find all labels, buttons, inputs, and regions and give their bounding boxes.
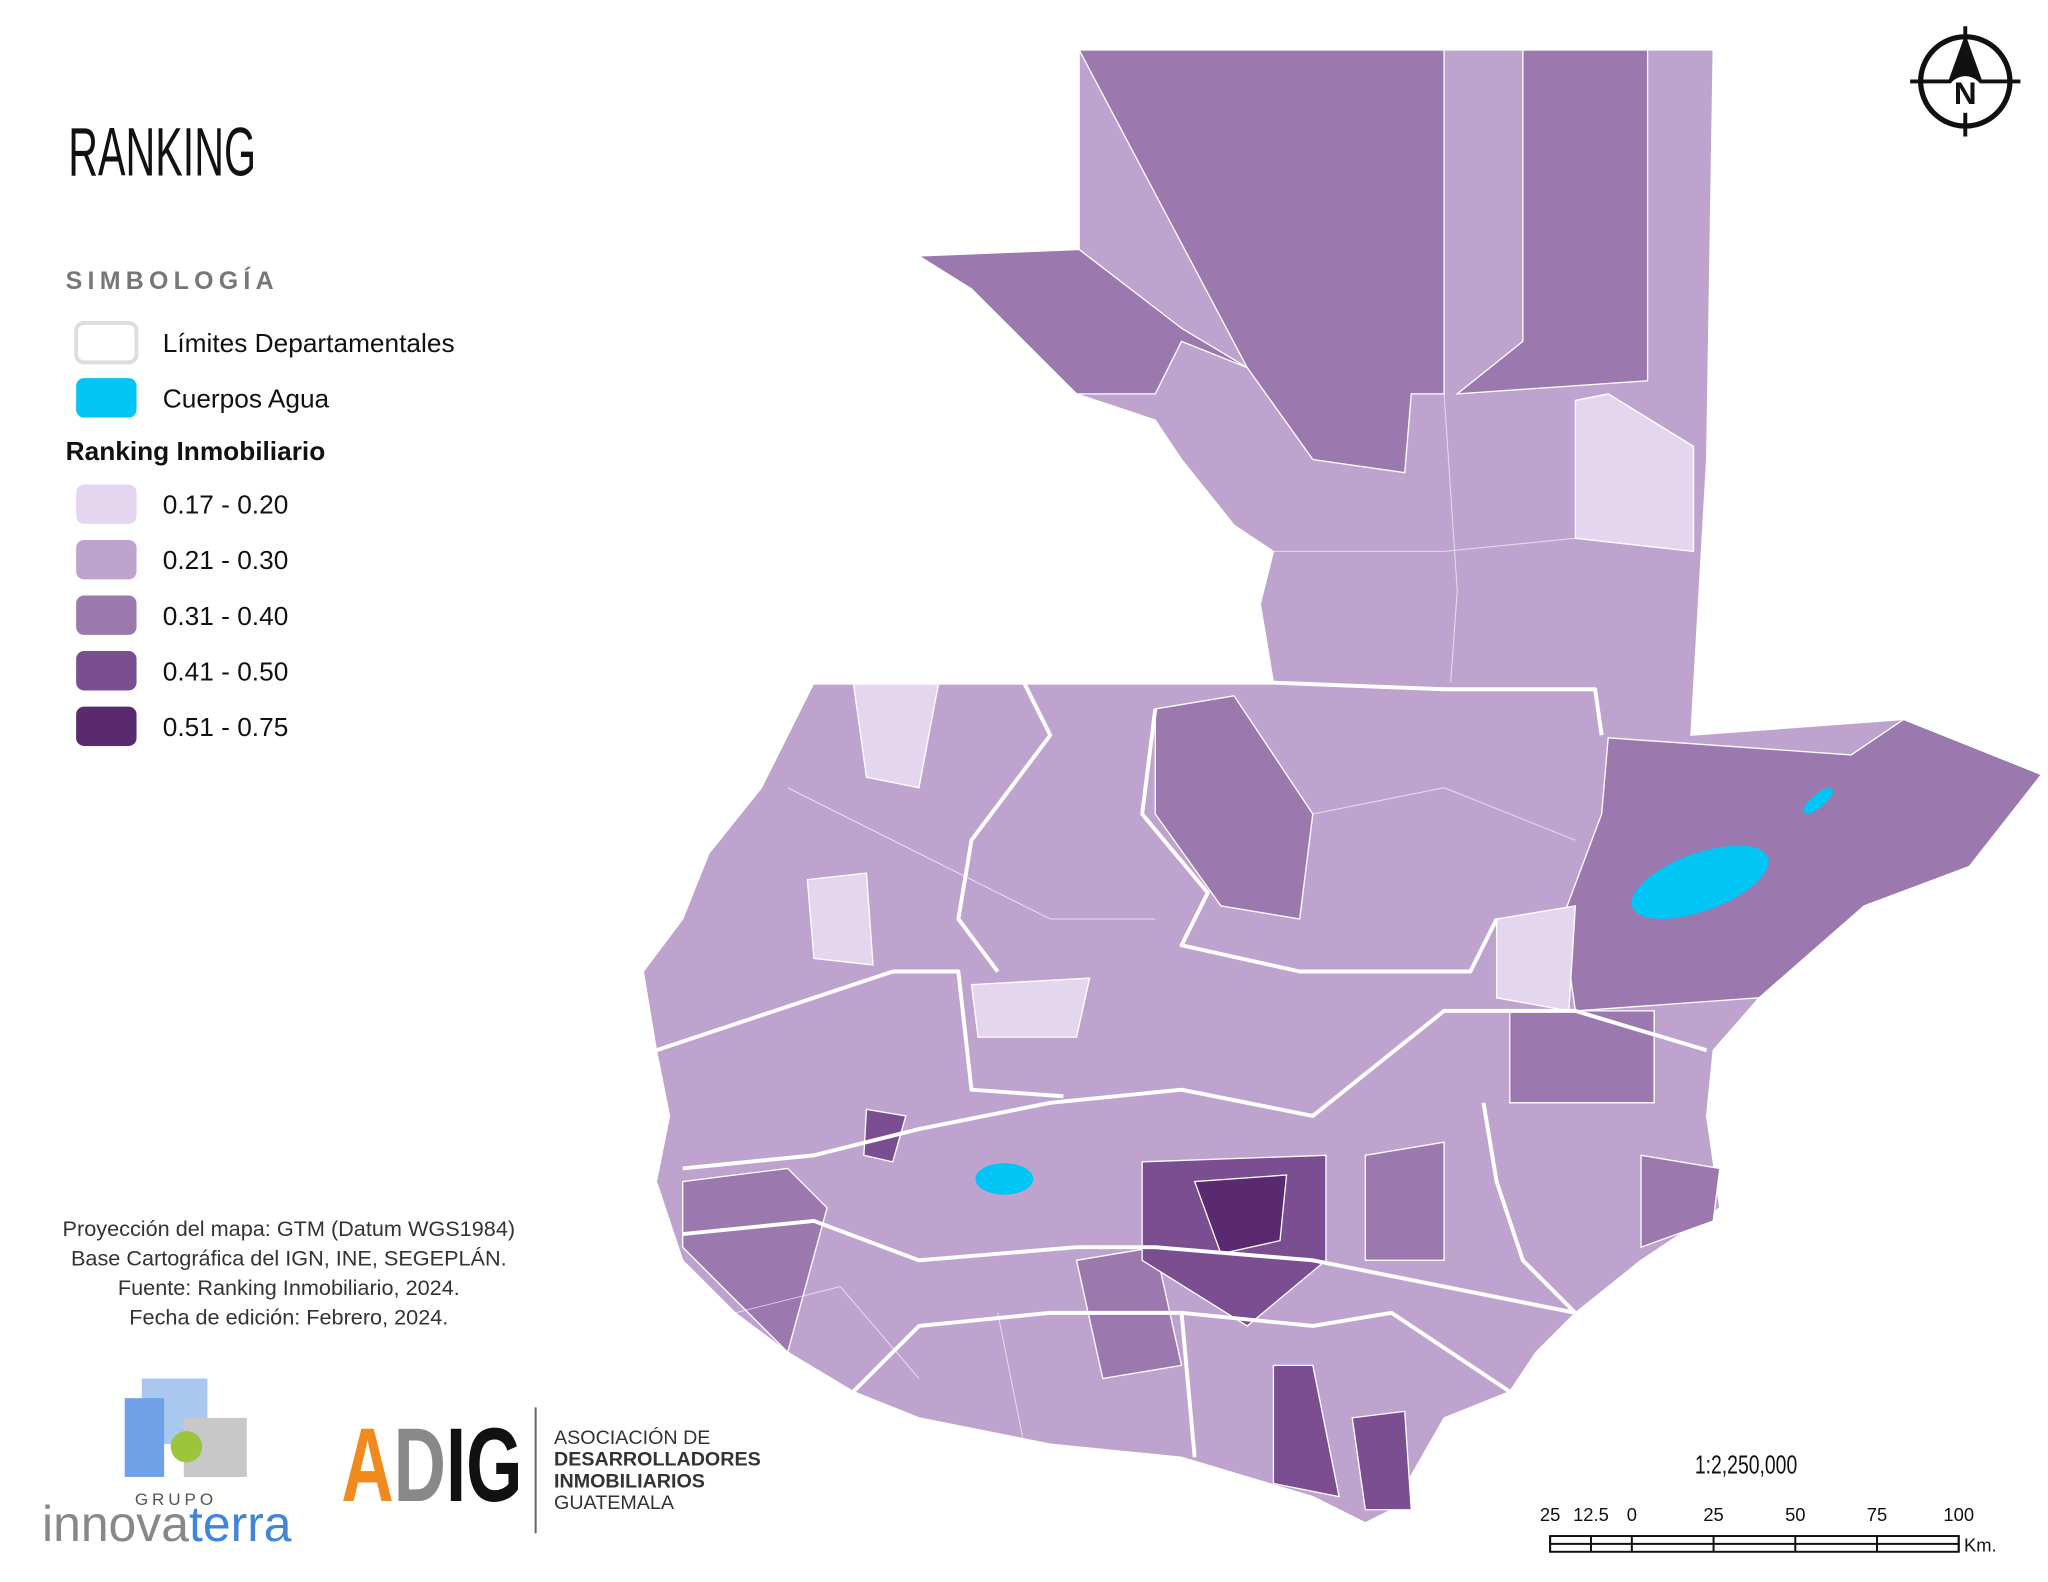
logo-lines: ASOCIACIÓN DEDESARROLLADORESINMOBILIARIO… <box>554 1426 761 1514</box>
legend-swatch <box>76 484 137 524</box>
scale-ratio: 1:2,250,000 <box>1695 1449 1797 1479</box>
logo-text: GUATEMALA <box>554 1492 675 1514</box>
legend-swatch <box>76 651 137 691</box>
municipal-boundary <box>997 1312 1025 1445</box>
map <box>642 49 2043 1524</box>
department-boundary <box>1140 708 1499 974</box>
region <box>1561 718 2043 1012</box>
title: RANKING <box>68 115 256 191</box>
department-boundary <box>956 681 1053 973</box>
logo-text: A <box>341 1407 393 1524</box>
innovaterra-logo: GRUPO innovaterra <box>42 1378 292 1552</box>
department-boundary <box>682 1008 1708 1171</box>
water-body <box>1631 845 1769 919</box>
water-body <box>1803 788 1833 814</box>
department-boundary <box>813 680 1604 736</box>
note: Proyección del mapa: GTM (Datum WGS1984) <box>63 1216 516 1241</box>
north-bg <box>1946 76 1984 113</box>
region <box>1495 905 1577 1012</box>
region <box>1193 1174 1288 1255</box>
municipal-boundary <box>1443 393 1458 683</box>
department-boundary <box>682 1218 1576 1315</box>
legend-swatch <box>76 378 137 418</box>
region <box>1640 1154 1721 1249</box>
legend-label: 0.41 - 0.50 <box>163 656 289 686</box>
logo-text: GRUPO <box>135 1490 217 1509</box>
scale-tick-label: 100 <box>1943 1504 1974 1525</box>
region <box>970 977 1091 1038</box>
scale-tick-label: 25 <box>1703 1504 1723 1525</box>
notes: Proyección del mapa: GTM (Datum WGS1984)… <box>63 1216 516 1330</box>
department-boundary <box>1179 1312 1197 1458</box>
region <box>1154 695 1314 920</box>
municipal-boundary <box>1312 787 1576 841</box>
legend-label: 0.21 - 0.30 <box>163 545 289 575</box>
legend-swatch <box>76 595 137 635</box>
region <box>1364 1141 1445 1261</box>
legend-swatch <box>76 706 137 746</box>
adig-logo: ADIG ASOCIACIÓN DEDESARROLLADORESINMOBIL… <box>341 1407 761 1534</box>
scale-unit: Km. <box>1964 1534 1997 1555</box>
legend-label: 0.17 - 0.20 <box>163 490 289 520</box>
municipal-boundary <box>787 787 1156 920</box>
region <box>682 1167 828 1354</box>
logo-shape <box>124 1398 165 1477</box>
scale-tick-label: 75 <box>1867 1504 1887 1525</box>
logo-text: INMOBILIARIOS <box>554 1470 705 1492</box>
logo-text: terra <box>189 1496 292 1552</box>
region <box>1509 1010 1655 1104</box>
municipal-boundary <box>1273 537 1576 552</box>
department-boundary <box>655 969 1064 1099</box>
region <box>916 49 1445 474</box>
logo-text: ASOCIACIÓN DE <box>554 1426 710 1449</box>
region <box>1272 1364 1340 1498</box>
logo-text: ADIG <box>341 1407 522 1524</box>
region <box>1455 49 1649 395</box>
north-label: N <box>1954 75 1977 111</box>
legend-swatch <box>76 539 137 580</box>
legend-label: Cuerpos Agua <box>163 383 330 413</box>
legend: Límites Departamentales Cuerpos Agua 0.17 … <box>74 321 455 746</box>
note: Fuente: Ranking Inmobiliario, 2024. <box>118 1275 460 1300</box>
legend-heading: SIMBOLOGÍA <box>66 266 279 295</box>
logo-text: innovaterra <box>42 1496 292 1552</box>
region <box>1574 393 1695 553</box>
north-pointer <box>1948 34 1983 82</box>
scale-tick-label: 0 <box>1627 1504 1637 1525</box>
legend-label: 0.31 - 0.40 <box>163 601 289 631</box>
scale-tick-label: 50 <box>1785 1504 1805 1525</box>
scale-tick-label: 25 <box>1540 1504 1560 1525</box>
logo-text: innova <box>42 1496 189 1552</box>
logo-text: IG <box>446 1407 523 1524</box>
municipal-boundary <box>735 1286 920 1379</box>
logo-shape <box>170 1431 203 1463</box>
logo-text: DESARROLLADORES <box>554 1449 761 1471</box>
logo-text: D <box>394 1407 446 1524</box>
legend-subheading: Ranking Inmobiliario <box>66 436 326 466</box>
region <box>1351 1410 1412 1511</box>
note: Fecha de edición: Febrero, 2024. <box>129 1304 448 1329</box>
region <box>806 872 874 966</box>
scale-bar: 25 12.5 0 25 50 75 100 Km. <box>1540 1504 1997 1555</box>
water-body <box>975 1163 1034 1195</box>
legend-label: 0.51 - 0.75 <box>163 712 289 742</box>
north-arrow: N <box>1910 26 2021 137</box>
legend-swatch <box>74 321 139 365</box>
legend-label: Límites Departamentales <box>163 328 455 358</box>
scale-tick-label: 12.5 <box>1573 1504 1609 1525</box>
department-boundary <box>1481 1102 1577 1315</box>
note: Base Cartográfica del IGN, INE, SEGEPLÁN… <box>71 1245 507 1270</box>
